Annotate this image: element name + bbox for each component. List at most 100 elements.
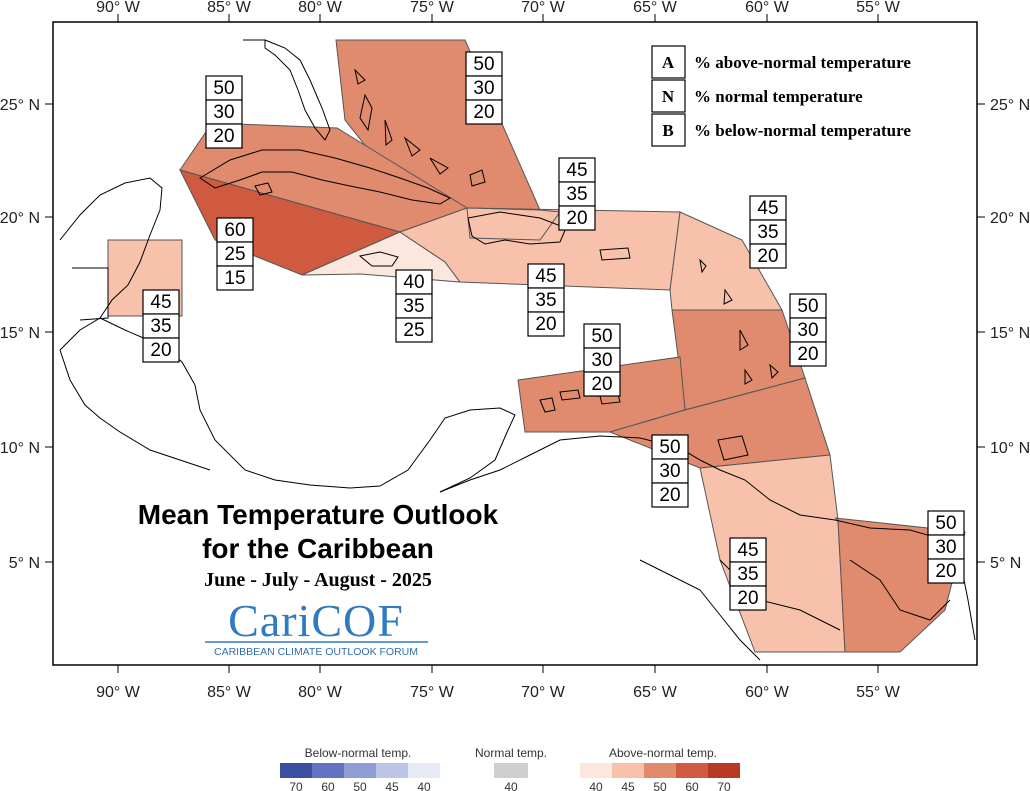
scale-tick: 70 [717,780,731,791]
probability-b: 20 [737,588,758,609]
probability-a: 60 [224,220,245,241]
longitude-tick-top: 90° W [96,0,141,16]
longitude-tick-bottom: 90° W [96,684,141,701]
latitude-tick-left: 20° N [0,210,40,227]
probability-b: 25 [403,320,424,341]
scale-tick: 45 [621,780,635,791]
probability-box: 50 30 20 [789,293,827,367]
scale-tick: 45 [385,780,399,791]
probability-a: 45 [535,266,556,287]
scale-swatch [580,763,612,778]
caricof-logo: CariCOF [228,595,404,646]
probability-n: 35 [150,316,171,337]
scale-swatch [376,763,408,778]
scale-swatch [344,763,376,778]
probability-box: 45 35 20 [729,537,767,611]
scale-tick: 60 [321,780,335,791]
probability-n: 30 [797,320,818,341]
probability-a: 45 [757,198,778,219]
scale-swatch [644,763,676,778]
probability-a: 50 [935,513,956,534]
probability-a: 50 [659,437,680,458]
latitude-tick-left: 15° N [0,325,40,342]
legend-description: % below-normal temperature [694,121,911,140]
probability-box: 50 30 20 [927,510,965,584]
longitude-tick-top: 80° W [298,0,343,16]
scale-tick: 40 [417,780,431,791]
probability-b: 20 [797,344,818,365]
probability-a: 40 [403,272,424,293]
scale-tick: 50 [353,780,367,791]
scale-swatch [612,763,644,778]
title-backdrop [108,492,438,660]
probability-box: 45 35 20 [142,289,180,363]
probability-a: 50 [797,296,818,317]
latitude-tick-left: 25° N [0,97,40,114]
scale-tick: 60 [685,780,699,791]
probability-box: 60 25 15 [216,217,254,291]
longitude-tick-top: 55° W [856,0,901,16]
probability-n: 35 [737,564,758,585]
probability-b: 20 [213,126,234,147]
longitude-tick-top: 60° W [745,0,790,16]
probability-b: 20 [935,561,956,582]
probability-n: 30 [591,350,612,371]
longitude-tick-top: 70° W [521,0,566,16]
scale-group-label: Normal temp. [475,746,547,760]
probability-b: 20 [150,340,171,361]
probability-n: 35 [757,222,778,243]
scale-swatch [312,763,344,778]
probability-a: 45 [737,540,758,561]
scale-swatch [676,763,708,778]
legend-letter: N [662,87,675,106]
probability-a: 50 [473,54,494,75]
latitude-tick-left: 10° N [0,440,40,457]
latitude-tick-right: 25° N [990,97,1030,114]
legend-letter: B [662,121,673,140]
scale-tick: 70 [289,780,303,791]
longitude-tick-bottom: 75° W [410,684,455,701]
probability-n: 35 [566,184,587,205]
probability-box: 50 30 20 [651,434,689,508]
probability-n: 30 [213,102,234,123]
probability-box: 50 30 20 [583,323,621,397]
caricof-logo-subtitle: CARIBBEAN CLIMATE OUTLOOK FORUM [214,646,418,658]
scale-swatch [280,763,312,778]
probability-a: 50 [213,78,234,99]
scale-tick: 50 [653,780,667,791]
axis-ticks [45,14,985,673]
probability-b: 20 [566,208,587,229]
probability-a: 50 [591,326,612,347]
probability-n: 25 [224,244,245,265]
title-line-1: Mean Temperature Outlook [138,499,499,530]
latitude-tick-right: 10° N [990,440,1030,457]
probability-box: 45 35 20 [749,195,787,269]
longitude-tick-top: 75° W [410,0,455,16]
probability-box: 50 30 20 [205,75,243,149]
legend-description: % normal temperature [694,87,863,106]
probability-a: 45 [566,160,587,181]
probability-box: 50 30 20 [465,51,503,125]
probability-box: 40 35 25 [395,269,433,343]
longitude-tick-bottom: 80° W [298,684,343,701]
scale-group-label: Below-normal temp. [305,746,412,760]
scale-swatch [494,763,528,778]
probability-b: 20 [659,485,680,506]
probability-b: 20 [535,314,556,335]
probability-n: 30 [935,537,956,558]
scale-swatch [408,763,440,778]
probability-a: 45 [150,292,171,313]
legend-description: % above-normal temperature [694,53,911,72]
season-label: June - July - August - 2025 [204,569,432,591]
latitude-tick-right: 15° N [990,325,1030,342]
probability-legend: A % above-normal temperature N % normal tem… [651,45,911,147]
longitude-tick-top: 65° W [633,0,678,16]
probability-n: 35 [403,296,424,317]
scale-swatch [708,763,740,778]
probability-box: 45 35 20 [527,263,565,337]
longitude-tick-bottom: 70° W [521,684,566,701]
probability-n: 35 [535,290,556,311]
region-turks-and-caicos [466,207,561,241]
latitude-tick-right: 5° N [990,555,1021,572]
